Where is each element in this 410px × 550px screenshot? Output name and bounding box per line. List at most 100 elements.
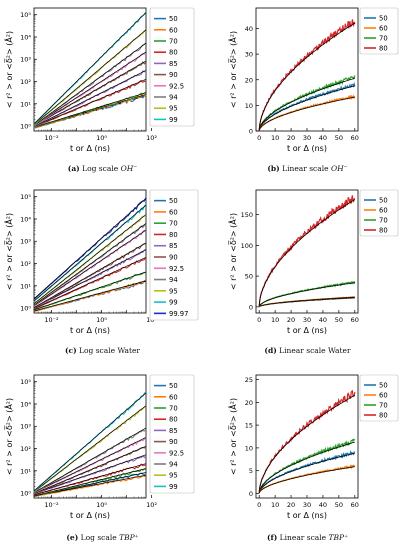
series-line-92.5	[33, 53, 147, 127]
x-tick-label: 40	[319, 134, 327, 142]
plot-frame	[33, 7, 147, 132]
legend-label-85: 85	[169, 242, 178, 250]
y-tick-label: 10⁵	[20, 193, 31, 201]
y-tick-label: 0	[249, 128, 253, 136]
legend-label-90: 90	[169, 438, 178, 446]
fit-line-60	[258, 96, 355, 131]
y-tick-label: 10¹	[20, 282, 31, 290]
y-axis-label: < r² > or <δ̅²> (Å²)	[227, 398, 238, 475]
fit-line-90	[33, 60, 147, 126]
fit-line-70	[258, 77, 355, 131]
fit-line-70	[258, 441, 355, 494]
y-tick-label: 10³	[20, 238, 31, 246]
fit-line-50	[258, 297, 355, 308]
y-tick-label: 10⁴	[20, 215, 31, 223]
fit-line-80	[258, 394, 356, 493]
legend-label-60: 60	[169, 26, 178, 34]
fit-line-60	[258, 296, 355, 308]
legend-label-99: 99	[169, 299, 178, 307]
x-tick-label: 0	[257, 501, 261, 509]
x-tick-label: 10²	[146, 501, 157, 509]
fit-line-95	[33, 405, 147, 492]
fit-line-92.5	[33, 51, 147, 126]
legend-label-85: 85	[169, 60, 178, 68]
x-tick-label: 10⁻²	[44, 134, 59, 142]
y-tick-label: 10²	[20, 78, 31, 86]
legend-label-90: 90	[169, 71, 178, 79]
y-tick-label: 10⁵	[20, 11, 31, 19]
fit-line-94	[33, 427, 147, 493]
x-tick-label: 0	[257, 316, 261, 324]
y-axis-label: < r² > or <δ̅²> (Å²)	[3, 31, 14, 108]
legend-label-95: 95	[169, 105, 178, 113]
series-line-70	[258, 438, 356, 494]
x-tick-label: 20	[287, 316, 295, 324]
x-tick-label: 20	[287, 134, 295, 142]
x-tick-label: 50	[335, 134, 343, 142]
legend-label-50: 50	[169, 382, 178, 390]
fit-line-50	[258, 452, 355, 494]
y-tick-label: 10²	[20, 260, 31, 268]
x-tick-label: 60	[351, 501, 359, 509]
x-tick-label: 10⁰	[96, 316, 107, 324]
fit-line-60	[33, 280, 147, 312]
y-tick-label: 10⁰	[20, 305, 31, 313]
fit-line-70	[33, 271, 147, 311]
caption-b: (b) Linear scale OH⁻	[267, 164, 348, 173]
fit-line-90	[33, 242, 147, 308]
fit-line-99.97	[33, 198, 147, 299]
legend-label-60: 60	[169, 393, 178, 401]
x-tick-label: 50	[335, 316, 343, 324]
fit-line-99	[33, 204, 147, 302]
legend-label-50: 50	[379, 197, 388, 205]
caption-f: (f) Linear scale TBP⁺	[266, 533, 349, 542]
legend-label-60: 60	[379, 25, 388, 33]
x-axis-label: t or Δ (ns)	[287, 326, 327, 335]
legend-label-99: 99	[169, 116, 178, 124]
legend: 50 60 70 80	[359, 374, 399, 422]
x-tick-label: 10	[271, 316, 279, 324]
y-axis-label: < r² > or <δ̅²> (Å²)	[227, 213, 238, 290]
series-line-85	[33, 454, 147, 495]
x-tick-label: 40	[319, 501, 327, 509]
series-line-50	[258, 81, 356, 131]
fit-line-94	[33, 223, 147, 306]
y-axis-label: < r² > or <δ̅²> (Å²)	[3, 213, 14, 290]
legend-label-80: 80	[169, 231, 178, 239]
y-tick-label: 20	[245, 76, 253, 84]
x-tick-label: 10⁻²	[44, 316, 59, 324]
x-tick-label: 10⁻²	[44, 501, 59, 509]
series-line-80	[33, 79, 147, 128]
y-tick-label: 0	[249, 303, 253, 311]
fit-line-99	[33, 12, 147, 125]
y-tick-label: 10³	[20, 423, 31, 431]
chart-panel-d: 0 50 100 150 0 10 20 30 40 50 60 t or Δ (ns) < r² > …	[227, 189, 399, 335]
fit-line-94	[33, 42, 147, 126]
fit-line-80	[33, 78, 147, 127]
x-tick-label: 10⁰	[96, 501, 107, 509]
caption-a: (a) Log scale OH⁻	[67, 164, 138, 173]
fit-line-92.5	[33, 229, 147, 307]
y-tick-label: 100	[241, 242, 253, 250]
y-tick-label: 10⁴	[20, 400, 31, 408]
fit-line-99	[33, 392, 147, 492]
y-tick-label: 40	[245, 25, 253, 33]
legend-label-99: 99	[169, 483, 178, 491]
legend-label-80: 80	[169, 49, 178, 57]
legend: 50 60 70 80 85 90 92.5 94 95 99 99.97	[149, 189, 199, 321]
fit-line-80	[33, 257, 147, 309]
legend-label-50: 50	[379, 15, 388, 23]
x-axis-label: t or Δ (ns)	[70, 511, 110, 520]
legend-label-85: 85	[169, 427, 178, 435]
y-tick-label: 5	[249, 467, 253, 475]
plot-frame	[33, 189, 147, 314]
legend-label-80: 80	[169, 416, 178, 424]
fit-line-60	[258, 466, 355, 494]
x-tick-label: 60	[351, 134, 359, 142]
legend-label-60: 60	[169, 208, 178, 216]
y-tick-label: 15	[245, 422, 253, 430]
y-tick-label: 25	[245, 376, 253, 384]
legend-label-70: 70	[379, 402, 388, 410]
fit-line-70	[33, 468, 147, 497]
legend-label-50: 50	[169, 197, 178, 205]
